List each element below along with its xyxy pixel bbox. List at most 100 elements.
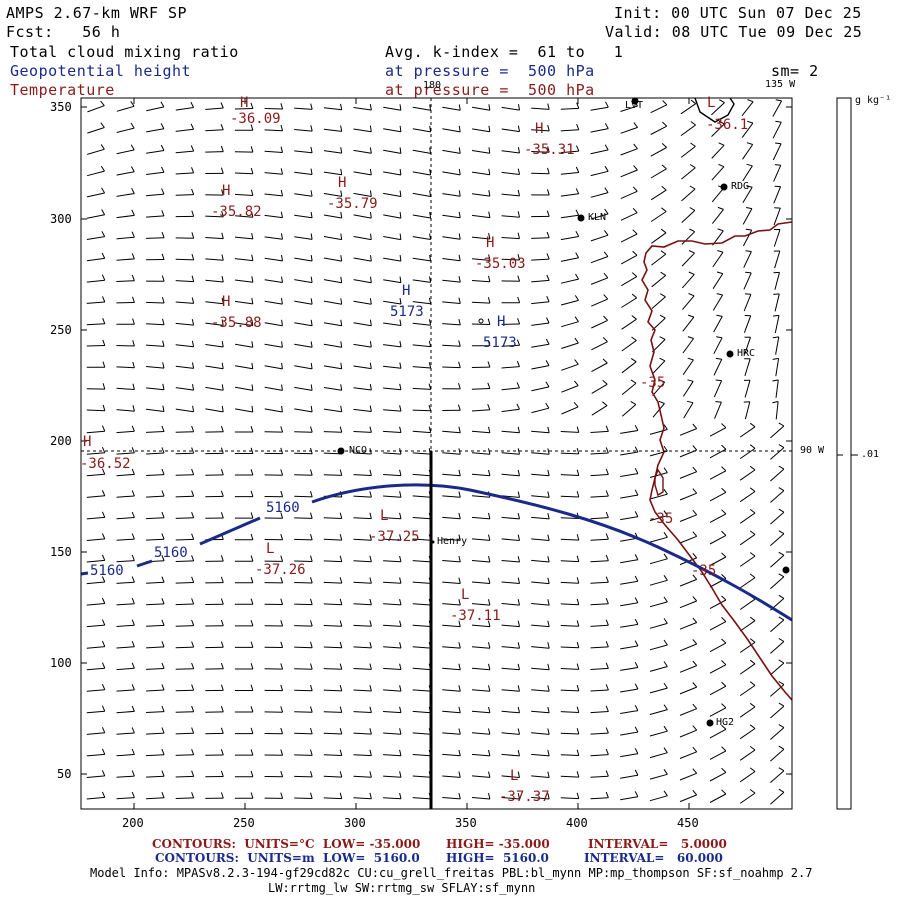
wind-barb-shaft (442, 495, 461, 498)
wind-barb-shaft (323, 775, 342, 778)
wind-barb-shaft (175, 646, 194, 649)
wind-barb-flag (220, 684, 224, 691)
wind-barb-flag (778, 616, 785, 621)
wind-barb-shaft (86, 192, 105, 198)
wind-barb-flag (250, 620, 254, 627)
wind-barb-shaft (294, 431, 313, 433)
wind-barb-flag (220, 167, 224, 174)
wind-barb-shaft (323, 257, 342, 262)
wind-barb-flag (102, 361, 106, 368)
wind-barb-shaft (652, 403, 665, 418)
wind-barb-shaft (442, 689, 461, 692)
wind-barb-shaft (116, 430, 135, 434)
wind-barb-flag (131, 253, 135, 260)
wind-barb-flag (339, 555, 343, 562)
wind-barb-shaft (116, 193, 135, 197)
wind-barb-shaft (590, 277, 608, 285)
wind-barb-shaft (775, 358, 780, 377)
wind-barb-shaft (620, 602, 638, 607)
wind-barb-shaft (471, 581, 490, 584)
temp-high-value: -36.09 (230, 111, 281, 127)
wind-barb-flag (191, 619, 195, 626)
wind-barb-shaft (620, 233, 638, 243)
wind-barb-flag (191, 770, 195, 777)
wind-barb-flag (687, 357, 694, 361)
wind-barb-shaft (531, 603, 550, 606)
wind-barb-flag (131, 511, 135, 518)
wind-barb-flag (602, 379, 608, 385)
wind-barb-shaft (682, 381, 694, 397)
wind-barb-shaft (86, 775, 105, 778)
wind-barb-flag (161, 684, 165, 691)
wind-barb-shaft (770, 511, 785, 525)
wind-barb-shaft (175, 689, 194, 692)
wind-barb-shaft (773, 186, 782, 204)
wind-barb-flag (517, 771, 520, 778)
wind-barb-shaft (531, 430, 550, 434)
wind-barb-shaft (294, 517, 313, 519)
wind-barb-shaft (442, 753, 461, 757)
wind-barb-flag (692, 509, 698, 516)
wind-barb-shaft (742, 208, 753, 225)
wind-barb-flag (517, 168, 520, 175)
wind-barb-flag (310, 490, 313, 498)
wind-barb-shaft (294, 775, 313, 778)
wind-barb-shaft (472, 106, 490, 111)
wind-barb-flag (576, 641, 580, 648)
wind-barb-shaft (739, 620, 756, 632)
wind-barb-shaft (620, 753, 638, 758)
wind-barb-shaft (471, 667, 490, 671)
wind-barb-shaft (175, 128, 194, 132)
wind-barb-shaft (87, 148, 105, 155)
wind-barb-flag (604, 144, 609, 151)
wind-barb-flag (547, 426, 550, 433)
wind-barb-shaft (323, 300, 342, 305)
wind-barb-flag (576, 555, 580, 562)
wind-barb-flag (545, 381, 550, 388)
wind-barb-flag (488, 771, 491, 778)
wind-barb-flag (310, 233, 313, 240)
wind-barb-flag (488, 728, 491, 735)
wind-barb-shaft (590, 581, 609, 584)
wind-barb-shaft (175, 797, 194, 799)
wind-barb-shaft (116, 517, 135, 520)
wind-barb-flag (101, 252, 106, 259)
wind-barb-shaft (264, 257, 283, 262)
wind-barb-flag (160, 101, 165, 108)
wind-barb-shaft (175, 194, 194, 196)
wind-barb-shaft (739, 577, 756, 589)
wind-barb-shaft (649, 515, 668, 522)
wind-barb-flag (429, 254, 432, 261)
wind-barb-flag (310, 298, 313, 305)
wind-barb-shaft (770, 662, 785, 676)
wind-barb-shaft (471, 710, 490, 714)
wind-barb-flag (221, 384, 224, 391)
wind-barb-shaft (235, 343, 253, 348)
wind-barb-shaft (531, 624, 550, 628)
temp-high-value: -35.03 (475, 256, 526, 272)
wind-barb-flag (220, 749, 224, 756)
wind-barb-shaft (86, 409, 105, 412)
wind-barb-flag (339, 684, 343, 692)
wind-barb-flag (516, 360, 520, 367)
wind-barb-shaft (560, 581, 579, 584)
temp-high-sym: H (338, 175, 347, 191)
wind-barb-flag (690, 99, 697, 105)
temp-low-sym: L (510, 768, 519, 784)
wind-barb-shaft (412, 646, 431, 649)
wind-barb-flag (428, 426, 432, 433)
wind-barb-shaft (713, 316, 723, 333)
wind-barb-flag (191, 727, 195, 734)
wind-barb-shaft (649, 752, 668, 759)
wind-barb-shaft (739, 469, 756, 481)
wind-barb-shaft (412, 128, 431, 133)
wind-barb-shaft (591, 405, 608, 416)
wind-barb-shaft (560, 668, 579, 670)
wind-barb-flag (721, 746, 727, 752)
wind-barb-shaft (679, 578, 697, 587)
wind-barb-shaft (353, 452, 372, 455)
wind-barb-shaft (501, 215, 520, 218)
wind-barb-flag (161, 490, 165, 497)
wind-barb-flag (488, 275, 491, 282)
wind-barb-flag (545, 360, 550, 366)
